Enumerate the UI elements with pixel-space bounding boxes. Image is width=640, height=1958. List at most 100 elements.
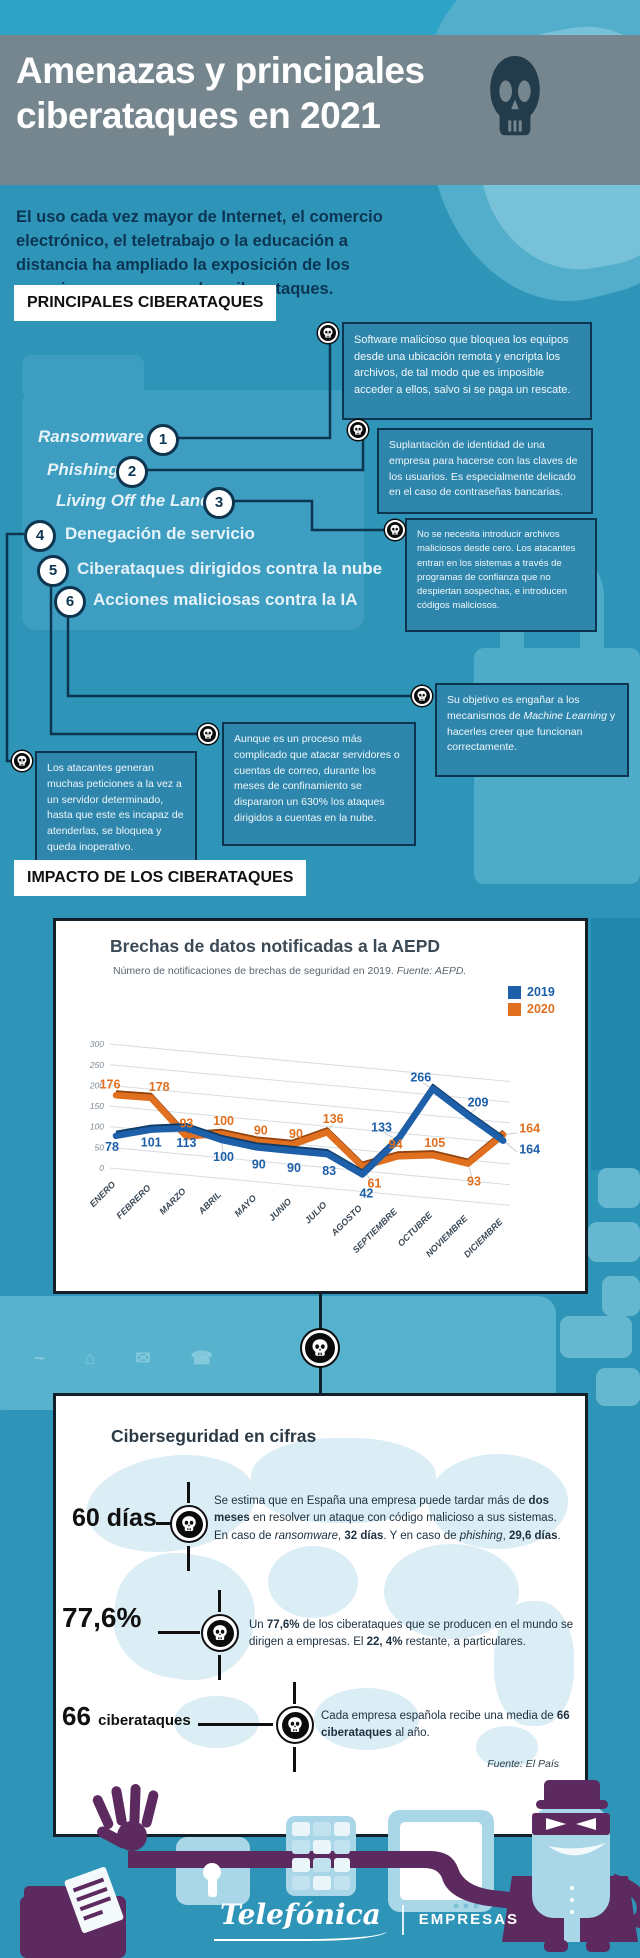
svg-text:209: 209 — [468, 1096, 489, 1110]
legend-item-2020: 2020 — [508, 1002, 555, 1016]
callout-phishing: Suplantación de identidad de una empresa… — [377, 428, 593, 514]
svg-text:0: 0 — [99, 1163, 104, 1173]
callout-denegacion: Los atacantes generan muchas peticiones … — [35, 751, 197, 863]
callout-nube: Aunque es un proceso más complicado que … — [222, 722, 416, 846]
attack-number-4: 4 — [24, 520, 56, 552]
svg-text:94: 94 — [389, 1137, 403, 1151]
stat-number: 66 — [62, 1701, 91, 1731]
background-device-icons: ~⌂✉☎ — [34, 1348, 253, 1368]
svg-text:100: 100 — [90, 1122, 104, 1132]
stat-text-1: Se estima que en España una empresa pued… — [214, 1495, 561, 1542]
stat-text-3: Cada empresa española recibe una media d… — [321, 1710, 570, 1740]
skull-icon — [12, 751, 32, 771]
stats-card-title: Ciberseguridad en cifras — [111, 1426, 317, 1446]
attack-label-ia: Acciones maliciosas contra la IA — [93, 590, 358, 609]
skull-icon — [201, 1614, 239, 1652]
stat-connector — [293, 1747, 296, 1772]
world-map-decoration — [314, 1688, 419, 1750]
svg-text:164: 164 — [519, 1122, 540, 1136]
empresas-label: EMPRESAS — [418, 1911, 519, 1928]
skull-icon — [276, 1706, 314, 1744]
stat-connector — [293, 1682, 296, 1704]
stat-value-60-dias: 60 días — [72, 1504, 157, 1532]
svg-text:133: 133 — [371, 1120, 392, 1134]
svg-text:90: 90 — [252, 1157, 266, 1171]
stat-text-2: Un 77,6% de los ciberataques que se prod… — [249, 1619, 574, 1649]
attack-label-phishing: Phishing — [47, 460, 119, 479]
svg-text:300: 300 — [90, 1039, 104, 1049]
stat-connector — [158, 1631, 200, 1634]
skull-icon — [482, 50, 548, 151]
svg-text:176: 176 — [100, 1077, 121, 1091]
attack-number-1: 1 — [147, 424, 179, 456]
legend-swatch-2019 — [508, 985, 521, 999]
svg-text:93: 93 — [179, 1116, 193, 1130]
svg-text:90: 90 — [254, 1123, 268, 1137]
page-title: Amenazas y principales ciberataques en 2… — [16, 50, 425, 137]
attack-number-2: 2 — [116, 456, 148, 488]
background-key-icon — [596, 1368, 640, 1406]
background-key-icon — [560, 1316, 632, 1358]
background-key-icon — [602, 1276, 640, 1316]
svg-text:200: 200 — [89, 1080, 104, 1090]
legend-label-2020: 2020 — [527, 1002, 555, 1016]
attack-number-6: 6 — [54, 586, 86, 618]
section-label-principales: PRINCIPALES CIBERATAQUES — [14, 285, 277, 321]
world-map-decoration — [384, 1544, 519, 1639]
section-label-impacto: IMPACTO DE LOS CIBERATAQUES — [14, 860, 307, 896]
svg-text:42: 42 — [359, 1186, 373, 1200]
source-note: Fuente: El País — [487, 1758, 559, 1770]
stat-value-66: 66 ciberataques — [62, 1701, 191, 1732]
footer-logo: Telefónica EMPRESAS — [214, 1898, 519, 1941]
legend-swatch-2020 — [508, 1002, 521, 1016]
logo-divider — [401, 1904, 404, 1935]
callout-ransomware: Software malicioso que bloquea los equip… — [342, 322, 592, 420]
stat-connector — [218, 1590, 221, 1612]
background-shape — [591, 918, 640, 1170]
skull-icon — [412, 686, 432, 706]
world-map-decoration — [494, 1601, 574, 1726]
svg-text:136: 136 — [323, 1112, 344, 1126]
attack-label-denegacion: Denegación de servicio — [65, 524, 255, 543]
skull-icon — [302, 1330, 338, 1366]
skull-icon — [348, 420, 368, 440]
attack-number-5: 5 — [37, 555, 69, 587]
chart-title: Brechas de datos notificadas a la AEPD — [110, 936, 441, 956]
svg-text:FEBRERO: FEBRERO — [114, 1183, 152, 1221]
svg-text:JUNIO: JUNIO — [267, 1196, 294, 1223]
attack-label-living-off-the-land: Living Off the Land — [56, 491, 211, 510]
skull-icon — [170, 1505, 208, 1543]
attack-label-nube: Ciberataques dirigidos contra la nube — [77, 559, 383, 578]
svg-text:50: 50 — [95, 1142, 105, 1152]
svg-text:MARZO: MARZO — [157, 1186, 187, 1216]
stat-connector — [187, 1482, 190, 1503]
chart-subtitle: Número de notificaciones de brechas de s… — [113, 965, 467, 977]
world-map-decoration — [428, 1454, 568, 1549]
thief-illustration — [20, 1780, 640, 1958]
svg-text:93: 93 — [467, 1175, 481, 1189]
background-device-shape — [0, 1296, 556, 1410]
background-key-icon — [588, 1222, 640, 1262]
background-key-icon — [598, 1168, 640, 1208]
svg-text:100: 100 — [213, 1150, 234, 1164]
svg-text:266: 266 — [410, 1071, 431, 1085]
svg-text:JULIO: JULIO — [303, 1200, 329, 1226]
svg-text:150: 150 — [90, 1101, 104, 1111]
svg-text:90: 90 — [289, 1127, 303, 1141]
svg-text:DICIEMBRE: DICIEMBRE — [462, 1216, 505, 1259]
svg-text:OCTUBRE: OCTUBRE — [396, 1209, 435, 1248]
world-map-decoration — [476, 1726, 538, 1768]
svg-text:105: 105 — [424, 1136, 445, 1150]
svg-text:90: 90 — [287, 1161, 301, 1175]
stat-connector — [156, 1522, 172, 1525]
telefonica-logo: Telefónica — [214, 1898, 387, 1941]
svg-text:78: 78 — [105, 1140, 119, 1154]
svg-text:178: 178 — [149, 1080, 170, 1094]
attack-number-3: 3 — [203, 487, 235, 519]
svg-text:250: 250 — [89, 1060, 104, 1070]
svg-text:61: 61 — [367, 1177, 381, 1191]
stat-connector — [187, 1546, 190, 1571]
stat-connector — [218, 1655, 221, 1680]
